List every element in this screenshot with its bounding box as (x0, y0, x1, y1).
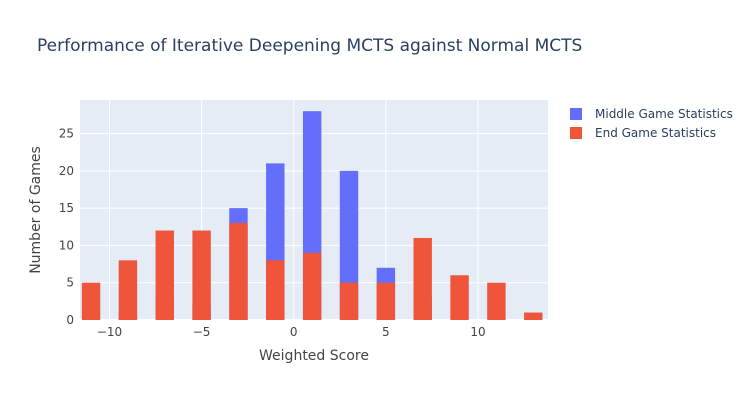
y-axis-title: Number of Games (28, 146, 44, 274)
bar-end-game (524, 312, 543, 320)
bar-end-game (339, 282, 359, 320)
bar-end-game (302, 252, 322, 320)
y-tick-label: 5 (66, 276, 74, 290)
legend-swatch (570, 108, 582, 120)
bar-end-game (266, 260, 285, 320)
bar-end-game (155, 230, 174, 320)
x-tick-label: 10 (470, 325, 485, 339)
chart-title: Performance of Iterative Deepening MCTS … (37, 36, 582, 56)
x-tick-label: 5 (382, 325, 390, 339)
bars (81, 111, 543, 321)
bar-end-game (376, 282, 396, 320)
y-axis-ticks: 0 5 10 15 20 25 (59, 127, 74, 327)
y-tick-label: 10 (59, 238, 74, 252)
legend: Middle Game Statistics End Game Statistic… (570, 107, 733, 140)
bar-end-game (487, 282, 506, 320)
bar-end-game (81, 282, 101, 320)
x-axis-ticks: −10 −5 0 5 10 (97, 325, 486, 339)
bar-end-game (413, 237, 432, 320)
bar-end-game (118, 260, 138, 320)
x-tick-label: −5 (193, 325, 211, 339)
legend-label: End Game Statistics (595, 126, 716, 140)
y-tick-label: 0 (66, 313, 74, 327)
y-tick-label: 25 (59, 127, 74, 141)
bar-end-game (229, 223, 248, 320)
bar-end-game (192, 230, 211, 320)
y-tick-label: 20 (59, 164, 74, 178)
y-tick-label: 15 (59, 201, 74, 215)
x-tick-label: 0 (290, 325, 298, 339)
legend-label: Middle Game Statistics (595, 107, 733, 121)
legend-swatch (570, 127, 582, 139)
x-axis-title: Weighted Score (259, 348, 369, 364)
bar-end-game (450, 275, 469, 320)
x-tick-label: −10 (97, 325, 122, 339)
